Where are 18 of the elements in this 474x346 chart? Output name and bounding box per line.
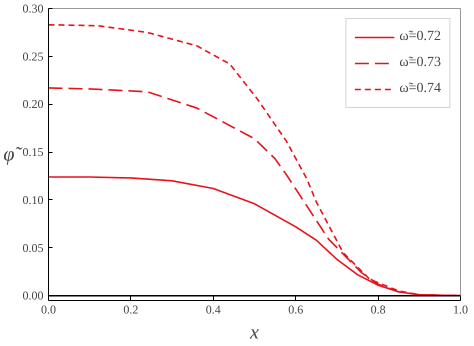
y-tick-label: 0.00: [22, 288, 44, 303]
x-axis-title: x: [249, 322, 260, 344]
x-tick-label: 0.0: [41, 302, 56, 316]
legend-label: ω̃=0.72: [399, 29, 441, 45]
y-tick-label: 0.10: [22, 192, 44, 207]
y-axis-title: φ̃: [3, 144, 22, 166]
x-tick-label: 0.6: [288, 302, 304, 316]
x-tick-label: 0.4: [206, 302, 221, 316]
x-tick-label: 0.8: [370, 302, 386, 316]
y-tick-label: 0.20: [22, 97, 44, 112]
legend-label: ω̃=0.74: [399, 81, 441, 97]
y-tick-label: 0.05: [22, 240, 44, 255]
x-tick-label: 1.0: [453, 302, 468, 316]
legend-label: ω̃=0.73: [399, 55, 441, 71]
y-tick-label: 0.15: [22, 145, 44, 160]
y-tick-label: 0.30: [22, 2, 44, 16]
y-tick-label: 0.25: [22, 49, 44, 64]
x-tick-label: 0.2: [123, 302, 138, 316]
